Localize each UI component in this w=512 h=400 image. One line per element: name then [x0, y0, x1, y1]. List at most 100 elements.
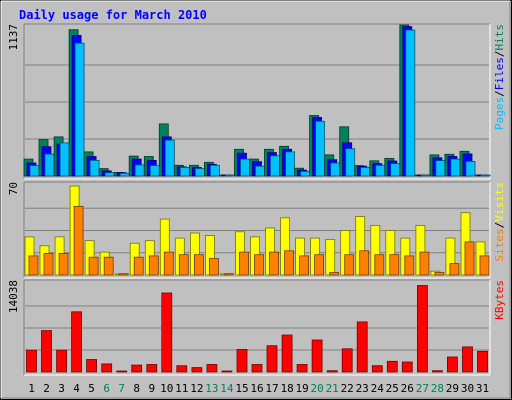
bar-pages-day-26: [405, 29, 416, 177]
bar-pages-day-10: [164, 139, 175, 177]
day-label-30: 30: [461, 382, 474, 395]
day-label-8: 8: [133, 382, 140, 395]
bar-kbytes-day-11: [176, 365, 188, 373]
panel-legend: Pages/Files/Hits: [493, 24, 506, 130]
day-label-24: 24: [371, 382, 385, 395]
day-label-25: 25: [386, 382, 399, 395]
legend-separator: /: [493, 222, 506, 229]
bar-pages-day-27: [420, 174, 431, 177]
legend-separator: /: [493, 51, 506, 58]
day-label-20: 20: [310, 382, 323, 395]
bar-sites-day-20: [314, 254, 325, 276]
bar-sites-day-17: [269, 251, 279, 276]
bar-sites-day-21: [329, 272, 340, 276]
legend-files: Files: [493, 57, 506, 90]
day-label-7: 7: [118, 382, 125, 395]
bar-pages-day-17: [270, 155, 280, 177]
bar-sites-day-26: [404, 255, 415, 276]
day-label-27: 27: [416, 382, 429, 395]
bar-sites-day-22: [344, 254, 355, 276]
bar-sites-day-29: [449, 263, 460, 276]
bar-kbytes-day-12: [191, 367, 203, 373]
bar-kbytes-day-3: [56, 349, 67, 373]
legend-sites: Sites: [493, 228, 506, 261]
bar-kbytes-day-7: [116, 370, 128, 373]
bar-kbytes-day-13: [206, 364, 218, 373]
bar-pages-day-14: [224, 174, 235, 177]
bar-pages-day-3: [59, 142, 70, 177]
bar-kbytes-day-8: [131, 364, 143, 373]
bar-pages-day-20: [315, 120, 326, 177]
bar-sites-day-11: [178, 254, 189, 276]
day-label-3: 3: [58, 382, 65, 395]
day-label-21: 21: [326, 382, 339, 395]
bar-kbytes-day-10: [161, 292, 173, 373]
bar-kbytes-day-4: [71, 311, 82, 373]
bar-pages-day-28: [435, 160, 446, 177]
bar-pages-day-15: [240, 158, 250, 177]
bar-kbytes-day-25: [386, 360, 398, 373]
bar-pages-day-22: [345, 148, 356, 177]
bar-kbytes-day-14: [221, 370, 233, 373]
day-label-28: 28: [431, 382, 444, 395]
bar-sites-day-2: [43, 252, 54, 276]
bar-kbytes-day-19: [296, 364, 308, 373]
y-max-label: 1137: [7, 24, 20, 51]
day-label-26: 26: [401, 382, 414, 395]
bar-sites-day-12: [193, 254, 204, 276]
panel-1: 1137 Pages/Files/Hits: [7, 23, 506, 180]
bar-kbytes-day-15: [236, 348, 248, 373]
bar-kbytes-day-24: [371, 365, 383, 373]
bar-kbytes-day-27: [416, 285, 428, 373]
bar-pages-day-25: [390, 163, 401, 177]
bar-sites-day-19: [299, 255, 310, 276]
bar-pages-day-12: [194, 168, 205, 177]
y-max-label: 70: [7, 182, 20, 195]
bar-sites-day-28: [434, 272, 445, 276]
bar-sites-day-13: [208, 258, 219, 276]
bar-pages-day-29: [450, 158, 461, 177]
day-label-11: 11: [175, 382, 188, 395]
bar-sites-day-27: [419, 251, 430, 276]
bar-kbytes-day-23: [356, 321, 368, 373]
bar-pages-day-18: [285, 151, 296, 177]
bar-kbytes-day-9: [146, 364, 158, 373]
bar-sites-day-5: [88, 256, 99, 276]
bar-kbytes-day-5: [86, 359, 97, 373]
bar-sites-day-16: [254, 254, 264, 276]
bar-kbytes-day-18: [281, 334, 293, 373]
bar-sites-day-6: [103, 256, 114, 276]
panel-legend: KBytes: [493, 280, 506, 320]
bar-sites-day-30: [464, 241, 475, 276]
panel-legend: Sites/Visits: [493, 182, 506, 262]
day-label-31: 31: [476, 382, 489, 395]
bar-sites-day-15: [239, 251, 249, 276]
bar-pages-day-21: [330, 162, 341, 177]
bar-pages-day-24: [375, 164, 386, 177]
bar-sites-day-14: [223, 273, 234, 276]
day-label-16: 16: [250, 382, 263, 395]
bar-kbytes-day-30: [462, 346, 473, 373]
day-label-14: 14: [220, 382, 234, 395]
bar-sites-day-18: [284, 250, 295, 276]
bar-sites-day-9: [148, 255, 159, 276]
legend-visits: Visits: [493, 182, 506, 222]
bar-sites-day-1: [28, 255, 39, 276]
bar-sites-day-4: [73, 205, 84, 276]
bar-sites-day-10: [163, 251, 174, 276]
day-label-13: 13: [205, 382, 218, 395]
bar-kbytes-day-2: [41, 330, 52, 373]
bar-sites-day-7: [118, 273, 129, 276]
x-axis-day-labels: 1 2 3 4 5 6 7 8 9 10 11 12 13 14 15 16 17 18 19 20 21 22 23 24 2…: [28, 382, 489, 395]
legend-separator: /: [493, 90, 506, 97]
day-label-19: 19: [295, 382, 308, 395]
day-label-4: 4: [73, 382, 80, 395]
day-label-18: 18: [280, 382, 293, 395]
bar-pages-day-16: [255, 165, 265, 177]
bar-sites-day-25: [389, 254, 400, 276]
day-label-1: 1: [28, 382, 35, 395]
bar-sites-day-31: [479, 255, 490, 276]
day-label-9: 9: [148, 382, 155, 395]
day-label-5: 5: [88, 382, 95, 395]
bar-pages-day-23: [360, 167, 371, 177]
